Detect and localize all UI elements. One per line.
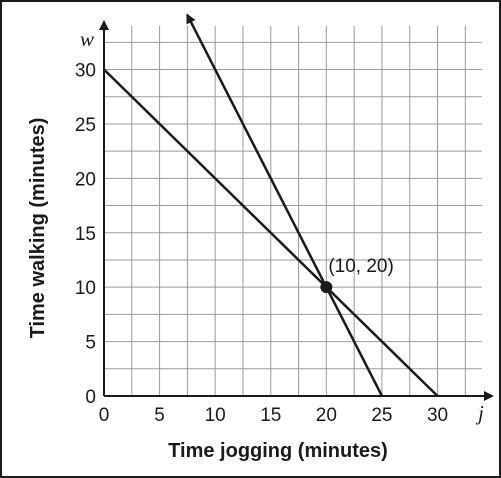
x-tick-label: 5 <box>154 405 165 426</box>
axes <box>99 20 494 401</box>
x-axis-label: Time jogging (minutes) <box>168 440 388 462</box>
y-tick-label: 30 <box>75 61 96 82</box>
y-tick-label: 0 <box>85 387 96 408</box>
point-label: (10, 20) <box>328 256 393 277</box>
y-axis-label: Time walking (minutes) <box>27 118 49 339</box>
x-tick-label: 10 <box>205 405 226 426</box>
y-tick-label: 15 <box>75 224 96 245</box>
y-tick-label: 25 <box>75 115 96 136</box>
x-tick-label: 15 <box>260 405 281 426</box>
grid <box>104 26 482 396</box>
x-tick-label: 30 <box>427 405 448 426</box>
y-axis-variable: w <box>80 27 94 51</box>
x-tick-label: 0 <box>99 405 110 426</box>
series-lines <box>103 13 439 397</box>
intersection-point <box>320 281 333 294</box>
series-line <box>186 13 384 397</box>
series-line <box>103 68 439 397</box>
points <box>320 281 333 294</box>
y-tick-label: 10 <box>75 278 96 299</box>
tick-labels: 0 5 10 15 20 25 30 0 5 10 15 20 25 30 <box>75 61 448 426</box>
x-tick-label: 25 <box>371 405 392 426</box>
y-tick-label: 5 <box>85 333 96 354</box>
x-axis-variable: j <box>475 401 484 425</box>
x-tick-label: 20 <box>316 405 337 426</box>
y-tick-label: 20 <box>75 169 96 190</box>
